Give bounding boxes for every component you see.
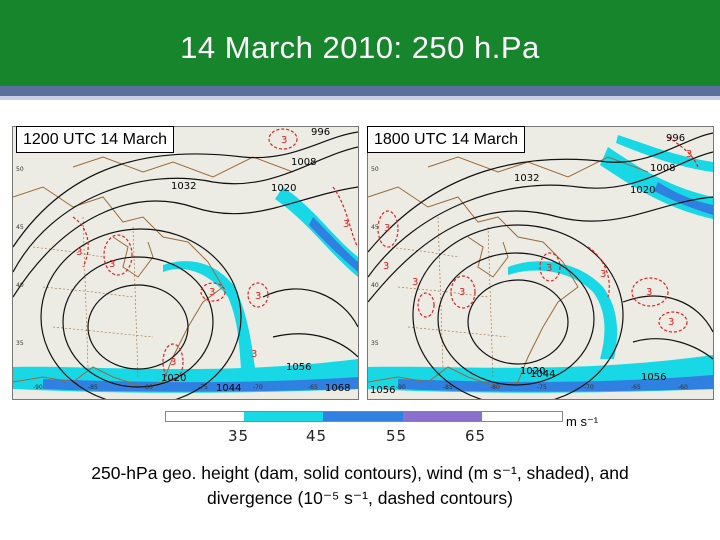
divergence-label: 3 (251, 349, 257, 360)
lon-label: -85 (88, 384, 98, 391)
panel-label-1800utc: 1800 UTC 14 March (367, 126, 526, 153)
lon-label: -70 (584, 384, 594, 391)
lat-label: 35 (16, 340, 24, 347)
map-panel-1200utc: 996 1008 1020 1032 1044 1056 1068 1020 3… (12, 126, 359, 400)
colorbar-tick: 65 (465, 427, 487, 445)
caption-line-2: divergence (10⁻⁵ s⁻¹, dashed contours) (207, 488, 513, 508)
contour-label: 1056 (286, 362, 311, 373)
lon-label: -60 (678, 384, 688, 391)
slide-title: 14 March 2010: 250 h.Pa (180, 30, 540, 65)
divergence-label: 3 (646, 287, 652, 298)
contour-label: 1032 (514, 173, 539, 184)
figure-caption: 250-hPa geo. height (dam, solid contours… (20, 461, 700, 511)
divergence-label: 3 (546, 263, 552, 274)
lon-label: -80 (490, 384, 500, 391)
colorbar-unit: m s⁻¹ (566, 414, 599, 429)
contour-label: 996 (666, 133, 685, 144)
contour-label: 1008 (650, 163, 675, 174)
lat-label: 45 (16, 224, 24, 231)
colorbar-segment-45-55 (323, 412, 403, 421)
wind-colorbar (165, 411, 563, 422)
map-panel-1800utc: 996 1008 1020 1032 1044 1056 1020 1056 3… (367, 126, 714, 400)
panel-label-1200utc: 1200 UTC 14 March (16, 126, 175, 153)
colorbar-segment-35-45 (244, 412, 323, 421)
lon-label: -85 (443, 384, 453, 391)
lon-label: -90 (33, 384, 43, 391)
lat-label: 50 (16, 166, 24, 173)
contour-label: 1020 (271, 183, 296, 194)
contour-label: 1044 (216, 383, 241, 394)
divergence-label: 3 (600, 269, 606, 280)
contour-label: 996 (311, 127, 330, 138)
divergence-label: 3 (109, 259, 115, 270)
lat-label: 40 (16, 282, 24, 289)
contour-label: 1056 (370, 385, 395, 396)
divergence-label: 3 (170, 357, 176, 368)
colorbar-tick: 35 (228, 427, 250, 445)
contour-label: 1068 (325, 383, 350, 394)
divergence-label: 3 (343, 219, 349, 230)
colorbar-tick: 45 (306, 427, 328, 445)
contour-label: 1020 (630, 185, 655, 196)
caption-line-1: 250-hPa geo. height (dam, solid contours… (91, 463, 629, 483)
contour-label: 1008 (291, 157, 316, 168)
contour-label: 1020 (520, 366, 545, 377)
title-rule (0, 86, 720, 96)
lon-label: -90 (396, 384, 406, 391)
lon-label: -80 (143, 384, 153, 391)
divergence-label: 3 (384, 223, 390, 234)
lon-label: -65 (631, 384, 641, 391)
lat-label: 35 (371, 340, 379, 347)
lat-label: 45 (371, 224, 379, 231)
lat-label: 50 (371, 166, 379, 173)
title-rule-light (0, 96, 720, 100)
divergence-label: 3 (686, 149, 692, 160)
divergence-label: 3 (281, 135, 287, 146)
lon-label: -75 (198, 384, 208, 391)
lon-label: -75 (537, 384, 547, 391)
divergence-label: 3 (383, 261, 389, 272)
map-1800utc: 996 1008 1020 1032 1044 1056 1020 1056 3… (368, 127, 713, 399)
colorbar-tick: 55 (386, 427, 408, 445)
contour-label: 1032 (171, 181, 196, 192)
title-bar: 14 March 2010: 250 h.Pa (0, 0, 720, 86)
divergence-label: 3 (459, 287, 465, 298)
contour-label: 1056 (641, 372, 666, 383)
divergence-label: 3 (209, 287, 215, 298)
contour-label: 1020 (161, 373, 186, 384)
divergence-label: 3 (668, 317, 674, 328)
colorbar-segment-55-65 (403, 412, 482, 421)
divergence-label: 3 (76, 247, 82, 258)
colorbar-segment-below-35 (166, 412, 244, 421)
divergence-label: 3 (412, 277, 418, 288)
contour-label: 1044 (530, 369, 555, 380)
lat-label: 40 (371, 282, 379, 289)
lon-label: -65 (308, 384, 318, 391)
divergence-label: 3 (255, 291, 261, 302)
map-1200utc: 996 1008 1020 1032 1044 1056 1068 1020 3… (13, 127, 358, 399)
colorbar-segment-above-65 (482, 412, 562, 421)
lon-label: -70 (253, 384, 263, 391)
